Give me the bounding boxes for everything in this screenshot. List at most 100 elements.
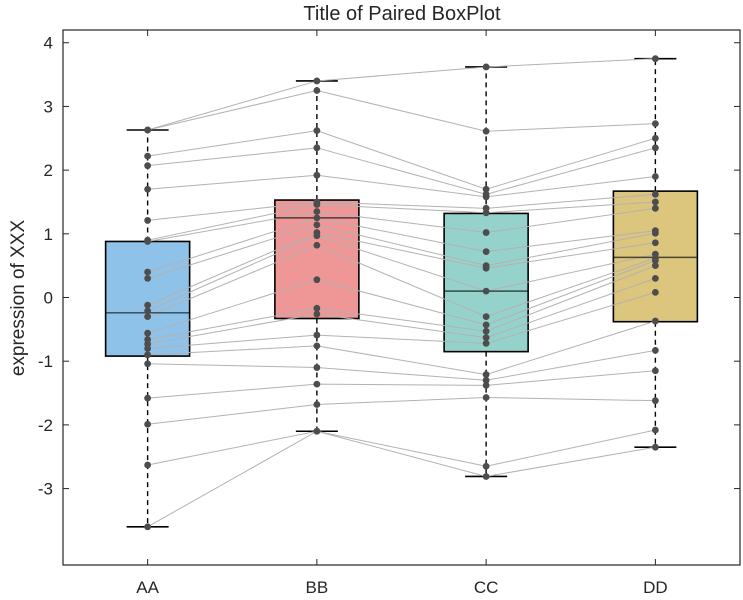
data-point [651,55,659,63]
data-point [482,127,490,135]
data-point [144,162,152,170]
data-point [144,152,152,160]
pair-line [147,260,656,334]
data-point [313,198,321,206]
y-tick-label: -3 [38,480,53,499]
data-point [651,443,659,451]
data-point [651,397,659,405]
data-point [482,381,490,389]
data-point [482,185,490,193]
data-point [482,334,490,342]
data-point [313,380,321,388]
y-tick-label: 0 [44,289,53,308]
data-point [651,120,659,128]
data-point [482,287,490,295]
data-point [651,190,659,198]
data-point [651,274,659,282]
pair-line [147,232,656,306]
data-point [313,310,321,318]
data-point [144,336,152,343]
data-point [313,401,321,408]
data-point [144,307,152,315]
pair-line [147,130,656,190]
chart-title: Title of Paired BoxPlot [303,3,501,25]
y-axis: -3 -2 -1 0 1 2 3 4 [38,34,740,499]
pair-line [147,193,656,221]
pair-line [147,207,656,242]
data-point [313,144,321,152]
data-point [313,241,321,249]
data-point [482,327,490,335]
data-point [651,250,659,258]
pair-line [147,265,656,341]
x-tick-label: BB [306,578,329,597]
data-point [482,190,490,198]
x-axis: AA BB CC DD [136,30,668,597]
data-point [313,214,321,222]
data-point [144,523,152,531]
data-point [651,289,659,296]
data-point [313,276,321,284]
data-point [313,221,321,229]
data-point [144,268,152,276]
data-point [651,262,659,270]
data-point [144,461,152,469]
data-point [482,376,490,384]
data-point [313,87,321,94]
data-point [313,229,321,236]
y-tick-label: 2 [44,161,53,180]
pair-line [147,217,656,273]
pair-line [147,147,656,195]
y-tick-label: -2 [38,416,53,435]
data-point [482,229,490,236]
data-point [144,351,152,359]
data-point [144,420,152,428]
data-point [651,204,659,212]
data-point [482,63,490,71]
y-tick-label: -1 [38,352,53,371]
pair-line [147,396,656,425]
pair-line [147,235,656,312]
data-point [313,208,321,215]
data-point [144,394,152,402]
data-point [144,301,152,309]
data-point [144,185,152,193]
data-point [144,217,152,224]
data-point [651,144,659,152]
pair-line [147,277,656,345]
data-point [144,236,152,244]
data-point [651,426,659,434]
plot-area [104,55,699,531]
y-tick-label: 3 [44,97,53,116]
data-point [313,171,321,179]
x-tick-label: CC [474,578,499,597]
y-axis-title: expression of XXX [8,220,29,377]
pair-line [147,370,656,399]
data-point [482,473,490,480]
data-point [482,204,490,212]
data-point [313,331,321,339]
data-point [144,274,152,282]
pair-line [147,291,656,349]
data-point [313,304,321,312]
data-point [482,462,490,470]
data-point [144,329,152,337]
pair-line [147,201,656,241]
data-point [482,248,490,256]
data-point [313,364,321,371]
data-point [482,321,490,329]
data-point [313,77,321,85]
pair-line [147,89,656,132]
pair-line [147,349,656,381]
data-point [313,127,321,135]
x-tick-label: DD [643,578,668,597]
pair-line [147,58,656,131]
data-point [482,394,490,401]
pair-line [147,429,656,467]
x-tick-label: AA [136,578,159,597]
data-point [144,360,152,368]
data-point [144,313,152,321]
data-point [482,371,490,378]
pair-line [147,320,656,376]
